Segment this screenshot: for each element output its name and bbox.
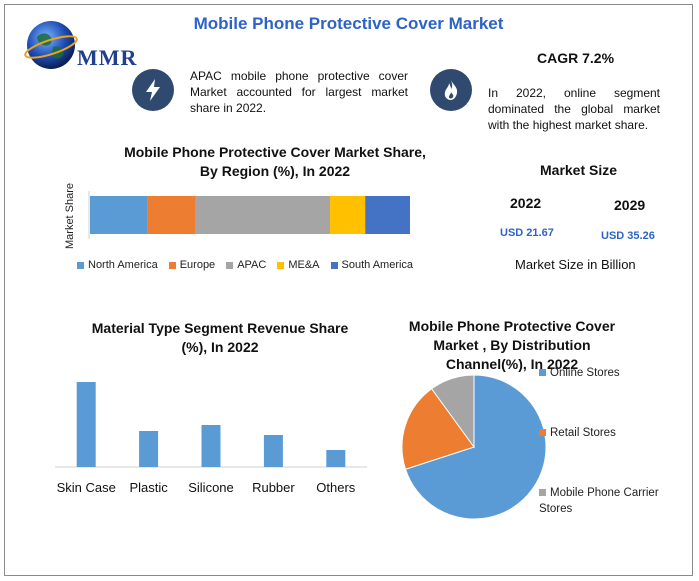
- infographic-frame: MMR Mobile Phone Protective Cover Market…: [4, 4, 693, 576]
- material-bar-chart: Skin Case Plastic Silicone Rubber Others: [55, 382, 367, 495]
- region-bar-north-america: [90, 196, 148, 234]
- legend-label: Mobile Phone Carrier Stores: [539, 487, 659, 515]
- page-title: Mobile Phone Protective Cover Market: [193, 14, 504, 33]
- region-chart-legend: North America Europe APAC ME&A South America: [77, 259, 477, 271]
- logo-text: MMR: [77, 45, 138, 70]
- legend-label: APAC: [237, 259, 267, 271]
- globe-icon: [24, 21, 78, 69]
- region-bar-apac: [195, 196, 330, 234]
- highlight-2-text: In 2022, online segment dominated the gl…: [488, 86, 660, 132]
- region-bar-me-a: [330, 196, 366, 234]
- legend-swatch: [539, 489, 546, 497]
- legend-swatch: [168, 261, 176, 269]
- market-size-title: Market Size: [540, 162, 618, 178]
- legend-item-apac: APAC: [226, 259, 266, 271]
- legend-item-europe: Europe: [168, 259, 216, 271]
- material-tick-silicone: Silicone: [188, 480, 234, 495]
- region-stacked-bar-chart: [88, 191, 410, 239]
- legend-swatch: [539, 369, 546, 377]
- market-size-value-2022: USD 21.67: [500, 227, 554, 239]
- material-tick-skin-case: Skin Case: [57, 480, 116, 495]
- legend-swatch: [77, 261, 84, 269]
- pie-slice-retail-stores: [401, 388, 475, 470]
- flame-icon: [444, 80, 458, 100]
- region-chart-title: Mobile Phone Protective Cover Market Sha…: [124, 144, 426, 179]
- material-bar-others: [326, 450, 346, 467]
- highlight-1-text: APAC mobile phone protective cover Marke…: [190, 69, 408, 115]
- region-chart-ylabel: Market Share: [64, 182, 76, 249]
- material-tick-rubber: Rubber: [252, 480, 295, 495]
- highlight-1-icon-badge: [132, 69, 174, 111]
- market-size-value-2029: USD 35.26: [601, 230, 655, 242]
- legend-label: Retail Stores: [550, 427, 616, 439]
- logo: MMR: [17, 15, 157, 75]
- legend-item-south-america: South America: [330, 259, 414, 271]
- legend-label: Europe: [179, 259, 216, 271]
- legend-swatch: [277, 261, 285, 269]
- legend-swatch: [330, 261, 338, 269]
- pie-legend-item-online-stores: Online Stores: [539, 365, 679, 381]
- material-chart-title: Material Type Segment Revenue Share (%),…: [91, 320, 349, 355]
- material-bar-plastic: [139, 431, 159, 467]
- legend-label: South America: [341, 259, 414, 271]
- market-size-year-2029: 2029: [614, 197, 646, 213]
- material-bar-skin-case: [76, 382, 96, 467]
- highlight-2-icon-badge: [430, 69, 472, 111]
- market-size-note: Market Size in Billion: [515, 257, 636, 272]
- legend-label: ME&A: [288, 259, 320, 271]
- material-tick-plastic: Plastic: [129, 480, 168, 495]
- material-tick-others: Others: [316, 480, 356, 495]
- pie-slice-online-stores: [404, 374, 547, 520]
- material-bar-rubber: [263, 435, 283, 467]
- pie-slice-mobile-phone-carrier-stores: [430, 374, 475, 449]
- region-bar-europe: [147, 196, 196, 234]
- cagr-label: CAGR 7.2%: [537, 50, 615, 66]
- legend-swatch: [226, 261, 234, 269]
- lightning-icon: [146, 79, 160, 101]
- legend-item-me-a: ME&A: [277, 259, 320, 271]
- material-bar-silicone: [201, 425, 221, 467]
- pie-legend-item-retail-stores: Retail Stores: [539, 425, 679, 441]
- distribution-chart-title: Mobile Phone Protective Cover Market , B…: [408, 318, 616, 372]
- legend-swatch: [539, 429, 546, 437]
- distribution-pie-chart: [401, 374, 547, 520]
- legend-label: North America: [88, 259, 158, 271]
- legend-label: Online Stores: [550, 367, 620, 379]
- market-size-year-2022: 2022: [510, 195, 542, 211]
- legend-item-north-america: North America: [77, 259, 158, 271]
- region-bar-south-america: [365, 196, 410, 234]
- pie-legend-item-mobile-phone-carrier-stores: Mobile Phone Carrier Stores: [539, 485, 679, 517]
